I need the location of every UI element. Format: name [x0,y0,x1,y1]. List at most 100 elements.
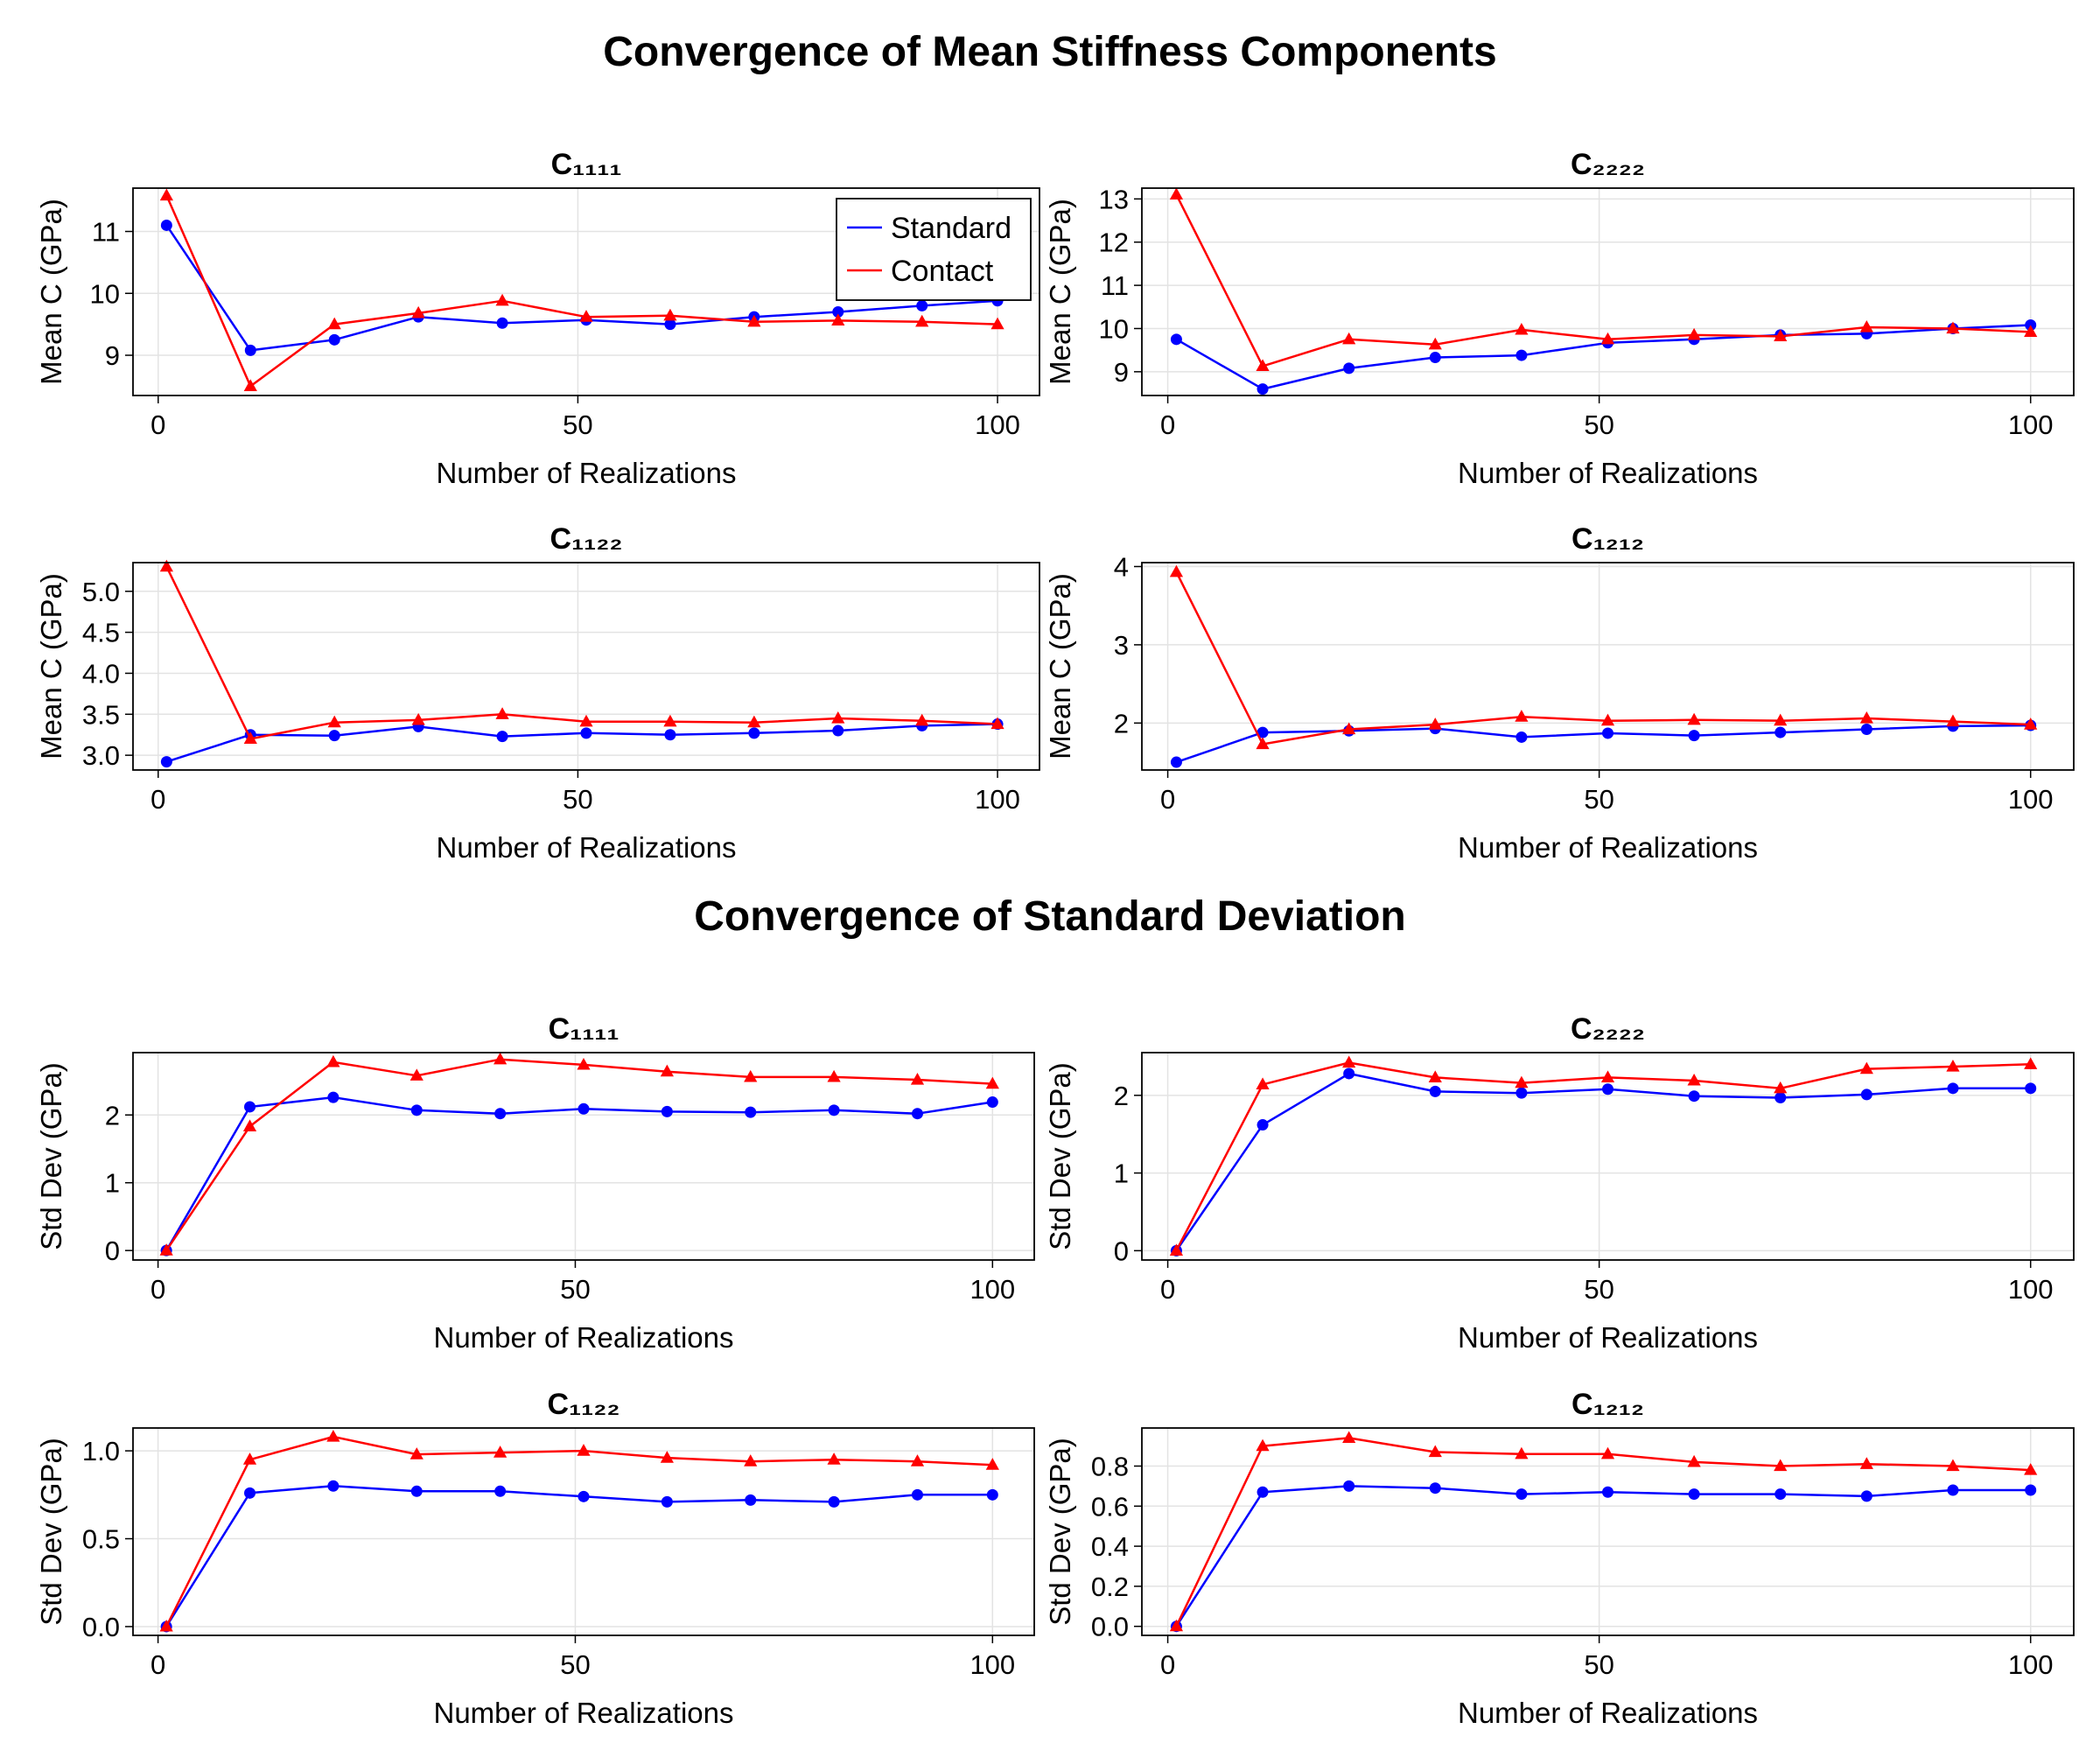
std-c2222-contact-point [1256,1077,1270,1089]
std-c1212-panel: C₁₂₁₂ 0 50 100 0.0 0.2 0.4 0.6 0.8 Number of Real… [1044,1388,2075,1729]
mean-c1111-contact-point [411,305,425,318]
std-c1111-standard-point [494,1108,507,1120]
std-c1111-ytick-label: 0 [105,1236,120,1266]
mean-c1122-contact-point [411,712,425,725]
std-c1122-xtick-label: 50 [560,1649,590,1680]
mean-c1212-standard-point [1774,726,1787,738]
mean-c1122-panel: C₁₁₂₂ 0 50 100 3.0 3.5 4.0 4.5 5.0 Number of Real… [35,522,1040,864]
std-c2222-standard-point [1256,1119,1269,1131]
std-c1212-contact-point [1859,1457,1873,1469]
std-c1111-standard-point [911,1108,923,1120]
std-c2222-standard-point [1774,1091,1787,1103]
std-c1111-xtick-label: 50 [560,1274,590,1305]
mean-c1212-contact-line [1175,571,2031,746]
mean-c1122-ytick-label: 4.5 [82,618,120,648]
mean-c1111-contact-point [747,314,761,327]
std-c1122-standard-line [165,1485,993,1628]
std-c2222-standard-point [1516,1087,1528,1099]
std-c1111-contact-point [910,1072,925,1085]
std-c1111-standard-point [745,1106,757,1118]
mean-c1111-title: C₁₁₁₁ [551,148,622,181]
mean-c1122-ytick-label: 4.0 [82,658,120,689]
std-c1111-standard-line [165,1096,993,1251]
std-c1111-standard-point [578,1102,590,1115]
std-c1212-standard-point [1860,1490,1872,1502]
std-c1212-xtick-label: 100 [2008,1649,2054,1680]
std-c1212-standard-point [1516,1488,1528,1501]
std-c2222-standard-point [1343,1068,1355,1080]
mean-c2222-contact-point [1428,337,1442,350]
mean-c1111-contact-point [579,310,593,322]
mean-c1212-standard-point [1688,730,1700,742]
mean-c1212-contact-point [1859,710,1873,724]
mean-c1111-standard-point [664,318,676,331]
std-c1111-contact-point [744,1069,758,1082]
mean-c2222-xlabel: Number of Realizations [1458,457,1758,489]
std-c1111-contact-point [242,1119,257,1132]
std-c1111-contact-point [985,1076,999,1089]
std-c1122-standard-point [327,1480,340,1492]
mean-c1111-panel: C₁₁₁₁ 0 50 100 9 10 11 Number of Realizations Me… [35,148,1040,489]
mean-c2222-contact-point [1256,359,1270,372]
mean-c1122-contact-point [990,717,1004,730]
std-c1111-ylabel: Std Dev (GPa) [35,1062,67,1250]
std-c1212-standard-point [2025,1484,2037,1496]
std-c1122-standard-point [911,1488,923,1501]
mean-c1212-title: C₁₂₁₂ [1572,522,1644,556]
std-c1111-ytick-label: 1 [105,1168,120,1199]
std-c1212-contact-point [1774,1459,1788,1472]
mean-c2222-xtick-label: 100 [2008,410,2054,440]
mean-c2222-standard-point [1256,383,1269,396]
legend-box [836,198,1032,301]
std-c1111-contact-point [410,1068,424,1081]
std-c2222-contact-point [1428,1070,1442,1083]
mean-c1122-standard-point [664,729,676,741]
mean-c1212-contact-point [1342,722,1356,735]
std-c1122-contact-point [577,1444,591,1456]
mean-c1122-contact-point [243,732,257,745]
mean-c1111-standard-point [496,317,508,329]
std-c1122-contact-point [985,1458,999,1470]
mean-c1111-standard-point [244,344,256,356]
std-c1122-standard-point [828,1495,840,1508]
mean-c1212-contact-point [1600,713,1615,726]
mean-c2222-contact-point [2024,325,2038,338]
std-c2222-ytick-label: 0 [1114,1236,1129,1266]
mean-c2222-ytick-label: 13 [1099,184,1129,214]
std-c1212-contact-point [1687,1454,1701,1467]
std-c1111-contact-line [165,1058,993,1251]
mean-c1111-contact-point [831,313,845,326]
std-c1122-standard-point [410,1485,423,1497]
std-c2222-xtick-label: 0 [1160,1274,1175,1305]
mean-c1122-standard-point [496,731,508,743]
std-c1212-xtick-label: 0 [1160,1649,1175,1680]
mean-c2222-contact-point [1515,322,1529,335]
std-c1122-contact-point [910,1454,925,1466]
std-c1122-ytick-label: 0.0 [82,1612,120,1642]
std-c1122-standard-point [745,1494,757,1506]
mean-c2222-standard-point [1429,352,1441,364]
std-c1212-contact-point [1169,1619,1184,1632]
mean-c1111-ylabel: Mean C (GPa) [35,199,67,385]
std-c2222-contact-point [1515,1075,1529,1088]
mean-c1212-frame [1141,562,2075,771]
mean-c1111-contact-point [159,188,173,201]
mean-c2222-contact-point [1342,332,1356,345]
mean-c1212-xtick-label: 0 [1160,784,1175,815]
mean-c1122-xtick-label: 0 [150,784,165,815]
std-c2222-contact-point [1774,1081,1788,1094]
std-c1122-contact-point [494,1446,508,1458]
std-c1122-contact-point [159,1619,173,1632]
mean-c1212-standard-point [1602,727,1614,739]
std-c2222-ytick-label: 1 [1114,1158,1129,1189]
std-c1122-xtick-label: 0 [150,1649,165,1680]
std-c2222-frame [1141,1052,2075,1261]
mean-c2222-ytick-label: 12 [1099,228,1129,258]
std-c1111-title: C₁₁₁₁ [549,1012,620,1046]
std-c2222-contact-point [1859,1061,1873,1074]
std-c1212-standard-point [1343,1480,1355,1492]
std-c1212-contact-point [1342,1431,1356,1444]
std-c1111-contact-point [577,1057,591,1070]
mean-c1122-contact-point [747,715,761,728]
mean-c1111-ytick-label: 10 [90,278,120,309]
